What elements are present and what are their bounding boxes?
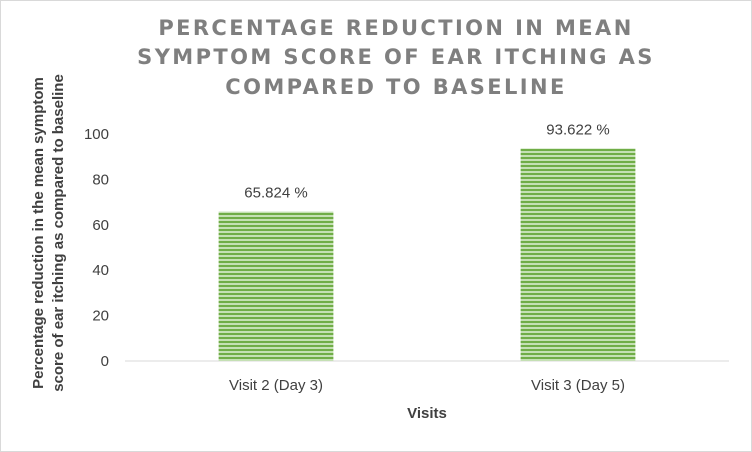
y-axis-title-line-2: score of ear itching as compared to base… [50, 74, 67, 392]
y-tick-label-0: 0 [101, 353, 109, 370]
data-label-2: 93.622 % [546, 121, 609, 138]
y-tick-label-5: 100 [84, 126, 109, 143]
bar-1 [218, 211, 334, 361]
x-tick-label-1: Visit 2 (Day 3) [229, 377, 323, 394]
x-axis-title: Visits [407, 405, 447, 422]
chart-title-line-1: PERCENTAGE REDUCTION IN MEAN [158, 16, 633, 40]
chart-title-line-3: COMPARED TO BASELINE [225, 75, 566, 99]
bar-2 [520, 148, 636, 361]
data-label-1: 65.824 % [244, 185, 307, 202]
y-tick-label-4: 80 [92, 171, 109, 188]
y-tick-label-2: 40 [92, 262, 109, 279]
x-tick-label-2: Visit 3 (Day 5) [531, 377, 625, 394]
y-axis-title-line-1: Percentage reduction in the mean symptom [30, 77, 47, 389]
chart-title-line-2: SYMPTOM SCORE OF EAR ITCHING AS [137, 45, 655, 69]
y-tick-label-1: 20 [92, 308, 109, 325]
plot-area: 0 20 40 60 80 100 65.824 % Visit 2 (Day 3) 93.62… [84, 121, 729, 394]
y-tick-label-3: 60 [92, 217, 109, 234]
